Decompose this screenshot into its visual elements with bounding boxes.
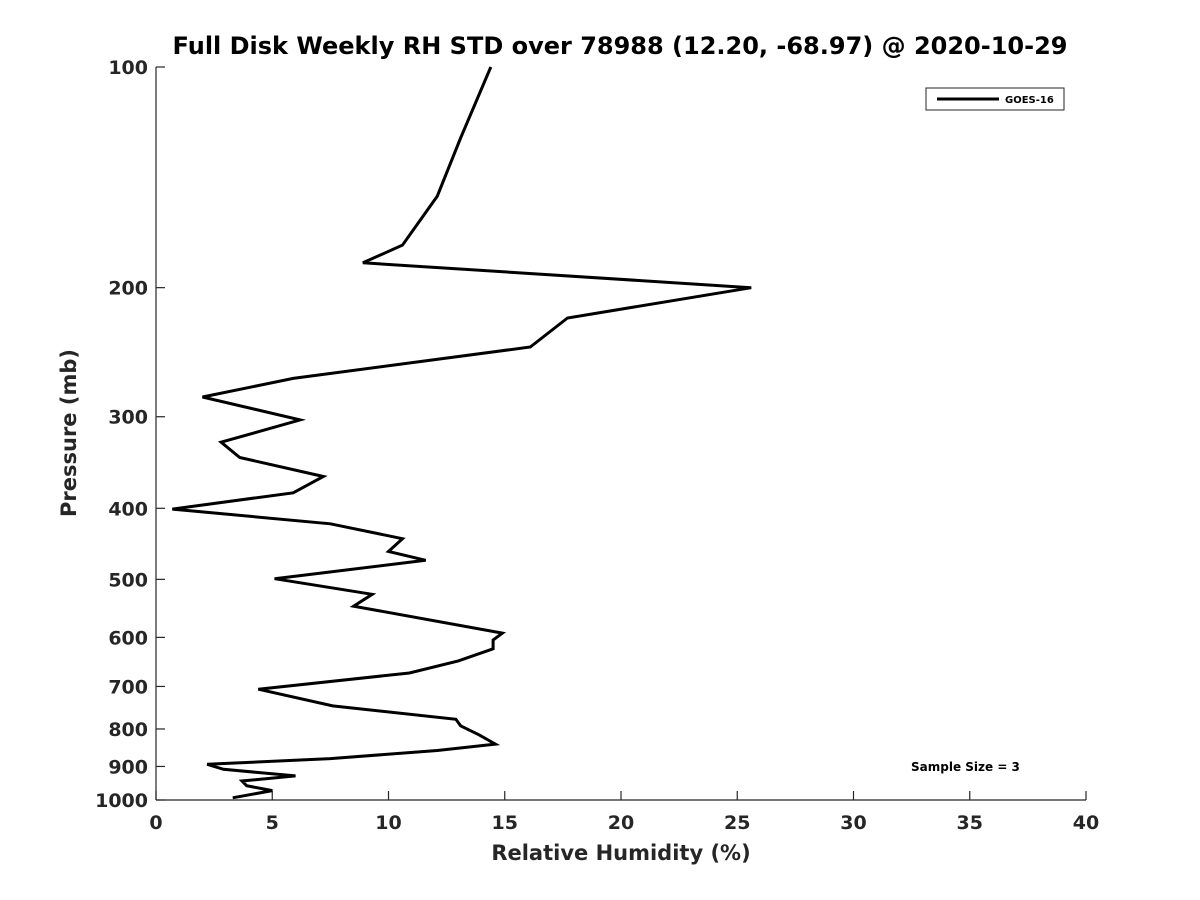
y-tick-label: 600 <box>108 627 148 649</box>
y-tick-label: 200 <box>108 278 148 300</box>
x-ticks: 0 5 10 15 20 25 30 35 40 <box>149 791 1099 834</box>
x-axis-label: Relative Humidity (%) <box>491 841 750 865</box>
y-tick-label: 100 <box>108 57 148 79</box>
y-tick-label: 500 <box>108 569 148 591</box>
legend: GOES-16 <box>925 87 1065 111</box>
y-axis-label: Pressure (mb) <box>57 349 81 517</box>
y-tick-label: 400 <box>108 498 148 520</box>
sample-size-annotation: Sample Size = 3 <box>911 760 1020 774</box>
y-tick-label: 1000 <box>95 790 148 812</box>
y-tick-label: 700 <box>108 676 148 698</box>
y-tick-label: 800 <box>108 719 148 741</box>
y-tick-label: 300 <box>108 407 148 429</box>
x-tick-label: 25 <box>724 812 750 834</box>
x-tick-label: 0 <box>149 812 162 834</box>
legend-label: GOES-16 <box>1005 95 1054 106</box>
series-line-goes16 <box>172 66 752 800</box>
x-tick-label: 30 <box>840 812 866 834</box>
chart-title: Full Disk Weekly RH STD over 78988 (12.2… <box>173 32 1068 60</box>
y-ticks: 100 200 300 400 500 600 700 800 900 1000 <box>95 57 165 812</box>
x-tick-label: 10 <box>375 812 401 834</box>
x-tick-label: 15 <box>492 812 518 834</box>
x-tick-label: 35 <box>957 812 983 834</box>
x-tick-label: 5 <box>266 812 279 834</box>
x-tick-label: 40 <box>1073 812 1099 834</box>
x-tick-label: 20 <box>608 812 634 834</box>
y-tick-label: 900 <box>108 756 148 778</box>
